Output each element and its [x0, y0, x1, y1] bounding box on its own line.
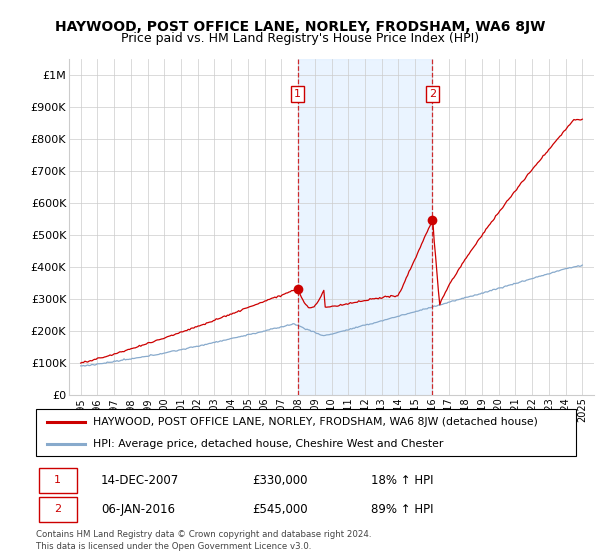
Text: 1: 1 — [294, 89, 301, 99]
Text: HPI: Average price, detached house, Cheshire West and Chester: HPI: Average price, detached house, Ches… — [92, 438, 443, 449]
Text: Price paid vs. HM Land Registry's House Price Index (HPI): Price paid vs. HM Land Registry's House … — [121, 32, 479, 45]
Text: HAYWOOD, POST OFFICE LANE, NORLEY, FRODSHAM, WA6 8JW: HAYWOOD, POST OFFICE LANE, NORLEY, FRODS… — [55, 20, 545, 34]
Text: 14-DEC-2007: 14-DEC-2007 — [101, 474, 179, 487]
Text: 89% ↑ HPI: 89% ↑ HPI — [371, 503, 433, 516]
Text: £330,000: £330,000 — [252, 474, 308, 487]
Bar — [39, 468, 77, 493]
Text: 18% ↑ HPI: 18% ↑ HPI — [371, 474, 433, 487]
Text: 2: 2 — [429, 89, 436, 99]
Bar — [39, 497, 77, 522]
Text: Contains HM Land Registry data © Crown copyright and database right 2024.: Contains HM Land Registry data © Crown c… — [36, 530, 371, 539]
Bar — [298, 59, 433, 395]
Text: £545,000: £545,000 — [252, 503, 308, 516]
Text: 1: 1 — [54, 475, 61, 485]
Text: This data is licensed under the Open Government Licence v3.0.: This data is licensed under the Open Gov… — [36, 542, 311, 550]
Text: 2: 2 — [54, 505, 61, 514]
Text: HAYWOOD, POST OFFICE LANE, NORLEY, FRODSHAM, WA6 8JW (detached house): HAYWOOD, POST OFFICE LANE, NORLEY, FRODS… — [92, 417, 538, 427]
Text: 06-JAN-2016: 06-JAN-2016 — [101, 503, 175, 516]
